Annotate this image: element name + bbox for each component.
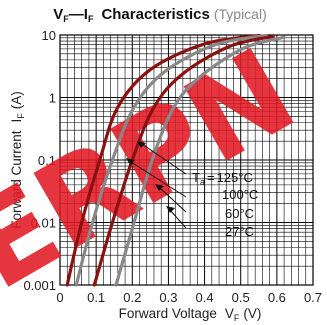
series-line-60C — [92, 34, 275, 287]
curves — [65, 33, 286, 287]
x-tick-label: 0 — [56, 290, 63, 305]
series-line-125C — [65, 33, 261, 287]
leader-line — [141, 143, 187, 175]
leader-arrow — [166, 206, 175, 213]
x-tick-label: 0.5 — [232, 290, 250, 305]
legend-entry-27: 27°C — [225, 224, 254, 239]
legend-entry-60: 60°C — [225, 206, 254, 221]
x-tick-label: 0.7 — [304, 290, 322, 305]
x-tick-label: 0.2 — [123, 290, 141, 305]
y-tick-label: 10 — [42, 28, 56, 43]
y-axis-label: Forward CurrentIF(A) — [9, 91, 26, 229]
x-tick-label: 0.1 — [87, 290, 105, 305]
chart-title: VF—IF Characteristics (Typical) — [53, 6, 267, 24]
leader-arrow — [137, 141, 146, 148]
leader-line — [159, 187, 187, 213]
legend-entry-125: Ta = 125°C — [192, 170, 253, 187]
legend-entry-100: 100°C — [222, 187, 258, 202]
leader-arrow — [155, 184, 164, 191]
temperature-annotation: Ta = 125°C 100°C 60°C 27°C — [126, 141, 258, 239]
x-tick-label: 0.4 — [196, 290, 214, 305]
plot-frame — [59, 34, 314, 286]
y-tick-label: 0.01 — [31, 216, 56, 231]
x-tick-label: 0.3 — [159, 290, 177, 305]
y-tick-label: 0.1 — [38, 153, 56, 168]
leader-arrow — [126, 158, 135, 165]
y-tick-label: 1 — [49, 91, 56, 106]
x-axis-label: Forward Voltage VF (V) — [119, 306, 262, 323]
tick-labels: 0 0.1 0.2 0.3 0.4 0.5 0.6 0.7 0.001 0.01 0.1 1 10 — [23, 28, 322, 305]
series-line-100C — [74, 33, 268, 287]
leader-line — [169, 209, 187, 229]
leader-line — [130, 161, 187, 198]
y-tick-label: 0.001 — [23, 278, 56, 293]
x-tick-label: 0.6 — [268, 290, 286, 305]
series-line-27C — [114, 35, 286, 287]
